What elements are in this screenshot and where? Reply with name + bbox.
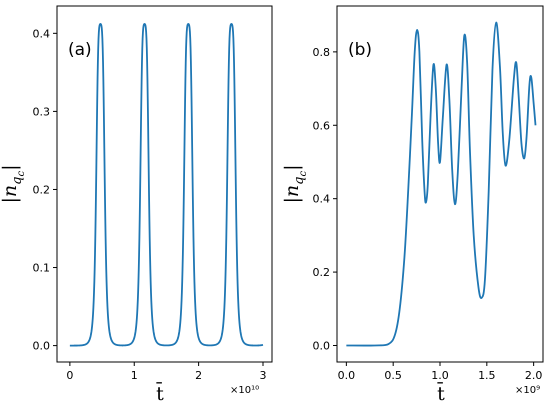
panel-b-y-tick-label: 0.2 (313, 266, 331, 279)
panel-a-x-tick-label: 2 (195, 369, 202, 382)
panel-b-y-tick-label: 0.6 (313, 119, 331, 132)
panel-a-y-tick-label: 0.4 (33, 27, 51, 40)
panel-b-x-axis-label: t̄ (437, 381, 445, 405)
panel-a-label: (a) (68, 40, 92, 60)
panel-b-y-tick-label: 0.8 (313, 46, 331, 59)
panel-a-x-axis-label: t̄ (156, 381, 164, 405)
panel-b-x-tick-label: 0.0 (338, 369, 356, 382)
panel-a-x-multiplier: ×10¹⁰ (230, 385, 259, 396)
panel-a-x-tick-label: 3 (259, 369, 266, 382)
svg-text:|nqc|: |nqc| (281, 165, 309, 204)
panel-b-series-line (346, 21, 537, 347)
panel-b-x-tick-label: 0.5 (384, 369, 402, 382)
panel-a-frame (56, 5, 273, 363)
panel-b-label: (b) (348, 40, 372, 60)
panel-a-x-tick-label: 1 (131, 369, 138, 382)
panel-a-ticks: 0 1 2 3 0.0 0.1 0.2 0.3 0.4 (33, 27, 267, 382)
panel-a-y-axis-label: |nqc| (0, 165, 27, 204)
svg-text:|nqc|: |nqc| (0, 165, 27, 204)
panel-b-x-tick-label: 2.0 (525, 369, 543, 382)
panel-a: 0 1 2 3 0.0 0.1 0.2 0.3 0.4 (a) t̄ ×10¹⁰ |nqc| (0, 5, 273, 405)
panel-a-y-tick-label: 0.3 (33, 105, 51, 118)
panel-b-x-tick-label: 1.5 (478, 369, 496, 382)
panel-b: 0.0 0.5 1.0 1.5 2.0 0.0 0.2 0.4 0.6 0.8 (b) t̄ ×1… (281, 5, 544, 405)
panel-b-x-multiplier: ×10⁹ (515, 385, 540, 396)
panel-b-y-tick-label: 0.0 (313, 339, 331, 352)
panel-b-x-tick-label: 1.0 (431, 369, 449, 382)
panel-a-y-tick-label: 0.1 (33, 262, 51, 275)
panel-b-ticks: 0.0 0.5 1.0 1.5 2.0 0.0 0.2 0.4 0.6 0.8 (313, 46, 543, 382)
panel-a-y-tick-label: 0.0 (33, 340, 51, 353)
panel-a-x-tick-label: 0 (66, 369, 73, 382)
panel-a-y-tick-label: 0.2 (33, 183, 51, 196)
panel-a-series-line (69, 23, 264, 347)
panel-b-y-tick-label: 0.4 (313, 193, 331, 206)
panel-b-y-axis-label: |nqc| (281, 165, 309, 204)
